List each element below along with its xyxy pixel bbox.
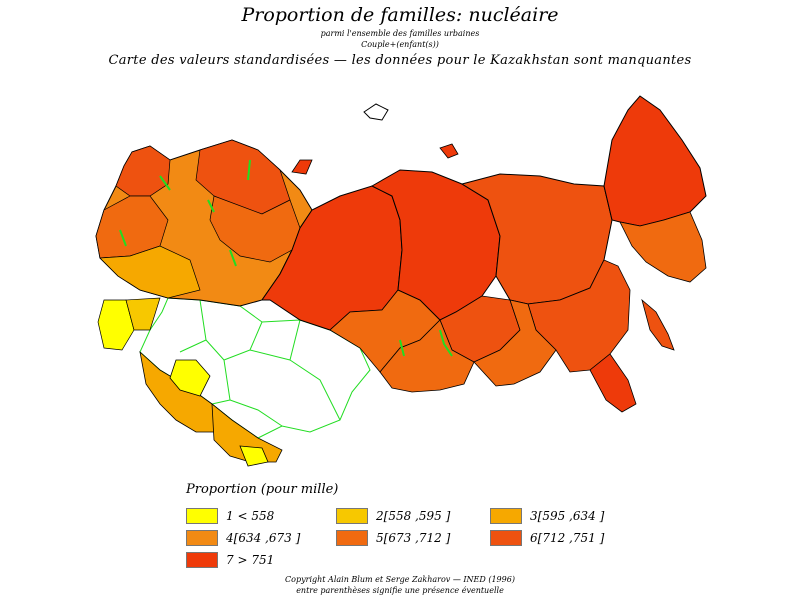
copyright-line: Copyright Alain Blum et Serge Zakharov —…: [285, 575, 515, 584]
map-subtitle-family-type: Couple+(enfant(s)): [361, 40, 439, 49]
legend-label-5: 5[673 ,712 ]: [376, 531, 451, 545]
legend-label-1: 1 < 558: [226, 509, 275, 523]
legend-label-6: 6[712 ,751 ]: [530, 531, 605, 545]
legend-label-2: 2[558 ,595 ]: [376, 509, 451, 523]
legend-label-7: 7 > 751: [226, 553, 275, 567]
region-sakhalin: [641, 298, 675, 351]
legend-swatch-1: [186, 508, 218, 524]
region-ukraine: [99, 245, 201, 299]
region-borders-kazakhstan: [179, 299, 341, 427]
footnote-line: entre parenthèses signifie une présence …: [296, 586, 504, 595]
region-amur: [473, 299, 557, 387]
legend-swatch-5: [336, 530, 368, 546]
map-subtitle-note: Carte des valeurs standardisées — les do…: [108, 53, 692, 68]
legend-swatch-4: [186, 530, 218, 546]
legend-label-4: 4[634 ,673 ]: [226, 531, 301, 545]
region-far-east-north: [603, 95, 707, 227]
legend-label-3: 3[595 ,634 ]: [530, 509, 605, 523]
region-transcaucasus: [211, 403, 283, 463]
region-armenia: [239, 445, 269, 467]
region-volga: [209, 195, 301, 263]
region-south-ukraine: [125, 297, 161, 331]
legend-title: Proportion (pour mille): [186, 482, 339, 497]
legend-swatch-7: [186, 552, 218, 568]
legend-swatch-2: [336, 508, 368, 524]
legend-swatch-3: [490, 508, 522, 524]
region-georgia: [169, 359, 211, 397]
island-severnaya: [439, 143, 459, 159]
island-novaya-zemlya: [291, 159, 313, 175]
island-arctic-north: [363, 103, 389, 121]
legend-swatch-6: [490, 530, 522, 546]
region-kamchatka: [619, 211, 707, 283]
region-borders-highlight: [119, 159, 453, 357]
map-title: Proportion de familles: nucléaire: [241, 4, 559, 26]
region-primorye: [589, 353, 637, 413]
map-subtitle-population: parmi l'ensemble des familles urbaines: [320, 29, 480, 38]
